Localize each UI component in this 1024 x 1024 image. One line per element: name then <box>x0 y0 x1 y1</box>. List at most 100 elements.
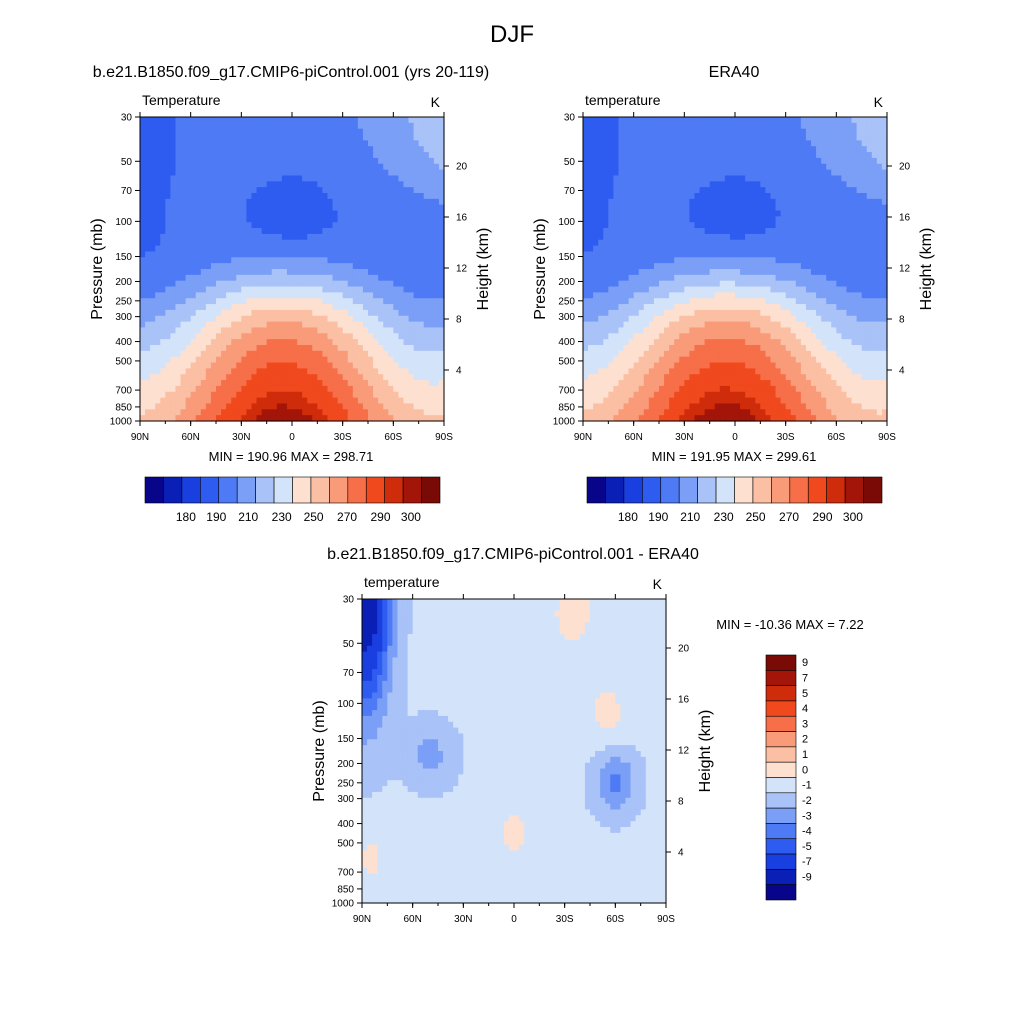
heatmap-cell <box>200 397 207 405</box>
heatmap-cell <box>246 187 253 194</box>
heatmap-cell <box>593 245 599 253</box>
heatmap-cell <box>373 216 379 223</box>
heatmap-cell <box>155 362 161 369</box>
heatmap-cell <box>638 280 645 288</box>
heatmap-cell <box>150 345 156 352</box>
heatmap-cell <box>150 251 156 258</box>
heatmap-cell <box>866 204 873 212</box>
heatmap-cell <box>775 222 782 229</box>
heatmap-cell <box>765 146 772 153</box>
heatmap-cell <box>800 233 807 241</box>
heatmap-cell <box>271 274 278 282</box>
heatmap-cell <box>831 274 837 282</box>
heatmap-cell <box>276 374 283 381</box>
heatmap-cell <box>327 292 334 299</box>
heatmap-cell <box>653 187 660 194</box>
heatmap-cell <box>618 175 625 182</box>
heatmap-cell <box>292 350 298 358</box>
heatmap-cell <box>226 122 232 130</box>
heatmap-cell <box>618 134 625 141</box>
heatmap-cell <box>140 304 146 311</box>
heatmap-cell <box>388 128 394 136</box>
heatmap-cell <box>368 128 374 136</box>
heatmap-cell <box>368 152 374 159</box>
heatmap-cell <box>811 222 817 229</box>
heatmap-cell <box>292 385 298 393</box>
heatmap-cell <box>266 339 273 346</box>
heatmap-cell <box>155 292 161 299</box>
heatmap-cell <box>322 122 329 130</box>
heatmap-cell <box>846 117 853 124</box>
heatmap-cell <box>368 193 374 200</box>
heatmap-cell <box>881 146 888 153</box>
heatmap-cell <box>714 245 721 253</box>
heatmap-cell <box>393 356 399 364</box>
heatmap-cell <box>623 222 630 229</box>
heatmap-cell <box>200 356 207 364</box>
heatmap-cell <box>418 298 425 305</box>
heatmap-cell <box>664 257 670 264</box>
heatmap-cell <box>745 198 751 206</box>
heatmap-cell <box>418 374 425 381</box>
heatmap-cell <box>327 216 334 223</box>
heatmap-cell <box>423 210 430 217</box>
heatmap-cell <box>337 345 344 352</box>
heatmap-cell <box>180 193 187 200</box>
heatmap-cell <box>628 117 635 124</box>
heatmap-cell <box>332 292 339 299</box>
heatmap-cell <box>583 193 589 200</box>
heatmap-cell <box>603 128 609 136</box>
heatmap-cell <box>337 140 344 147</box>
heatmap-cell <box>694 274 701 282</box>
heatmap-cell <box>373 233 379 241</box>
heatmap-cell <box>352 380 359 387</box>
heatmap-cell <box>603 257 609 264</box>
heatmap-cell <box>841 134 848 141</box>
heatmap-cell <box>704 163 711 171</box>
heatmap-cell <box>423 228 430 235</box>
heatmap-cell <box>403 286 410 293</box>
heatmap-cell <box>362 222 369 229</box>
heatmap-cell <box>180 385 187 393</box>
heatmap-cell <box>383 152 389 159</box>
heatmap-cell <box>846 134 853 141</box>
heatmap-cell <box>423 216 430 223</box>
heatmap-cell <box>408 251 415 258</box>
heatmap-cell <box>241 380 247 387</box>
heatmap-cell <box>664 134 670 141</box>
heatmap-cell <box>236 222 242 229</box>
heatmap-cell <box>861 117 868 124</box>
heatmap-cell <box>276 380 283 387</box>
heatmap-cell <box>312 415 318 422</box>
heatmap-cell <box>598 152 604 159</box>
heatmap-cell <box>856 198 863 206</box>
colorbar-swatch <box>144 476 164 504</box>
heatmap-cell <box>195 128 202 136</box>
heatmap-cell <box>433 257 440 264</box>
heatmap-cell <box>327 128 334 136</box>
heatmap-cell <box>210 380 217 387</box>
heatmap-cell <box>256 345 263 352</box>
heatmap-cell <box>398 157 405 165</box>
heatmap-cell <box>221 292 227 299</box>
heatmap-cell <box>800 210 807 217</box>
heatmap-cell <box>383 362 389 369</box>
heatmap-cell <box>352 198 359 206</box>
heatmap-cell <box>653 146 660 153</box>
heatmap-cell <box>200 380 207 387</box>
heatmap-cell <box>623 269 630 276</box>
heatmap-cell <box>261 134 268 141</box>
heatmap-cell <box>190 134 197 141</box>
heatmap-cell <box>623 122 630 130</box>
heatmap-cell <box>623 263 630 270</box>
heatmap-cell <box>770 257 777 264</box>
heatmap-cell <box>745 274 751 282</box>
heatmap-cell <box>236 403 242 410</box>
heatmap-cell <box>633 280 640 288</box>
heatmap-cell <box>332 233 339 241</box>
heatmap-cell <box>735 163 741 171</box>
heatmap-cell <box>342 117 349 124</box>
heatmap-cell <box>418 216 425 223</box>
heatmap-cell <box>378 210 384 217</box>
heatmap-cell <box>679 251 685 258</box>
